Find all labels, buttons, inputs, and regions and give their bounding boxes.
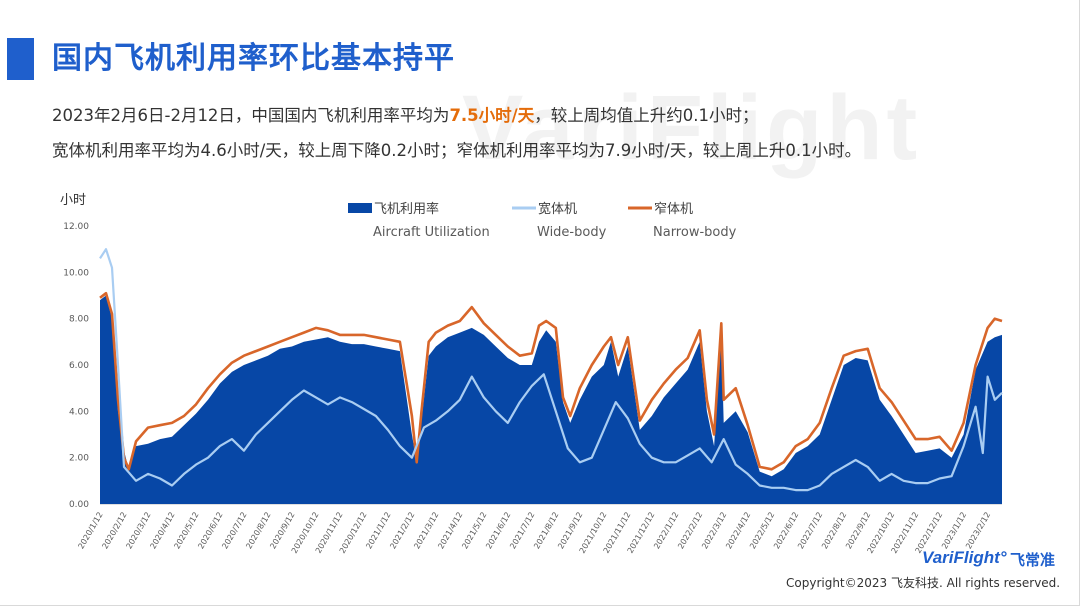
series-line-narrow-body [99, 291, 1003, 471]
summary-highlight: 7.5小时/天 [449, 106, 535, 125]
feichangzhun-logo: 飞常准 [1010, 551, 1056, 569]
variflight-logo: VariFlight° [922, 548, 1007, 567]
legend-label: 飞机利用率 [374, 201, 439, 217]
y-tick-label: 12.00 [63, 222, 89, 232]
chart-series [99, 248, 1003, 504]
summary-line-1-before: 2023年2月6日-2月12日，中国国内飞机利用率平均为 [52, 106, 450, 125]
y-tick-label: 2.00 [69, 454, 89, 464]
y-tick-label: 6.00 [69, 361, 89, 371]
chart-legend: 飞机利用率 Aircraft Utilization 宽体机 Wide-body 窄体机… [348, 201, 737, 240]
y-tick-label: 10.00 [63, 268, 89, 278]
x-tick-label: 2023/2/12 [964, 511, 992, 551]
legend-label-en: Narrow-body [653, 225, 737, 240]
watermark-text: VariFlight [462, 77, 922, 179]
summary-line-1-after: ，较上周均值上升约0.1小时； [534, 106, 759, 125]
legend-swatch-aircraft-utilization [348, 203, 372, 213]
copyright-text: Copyright©2023 飞友科技. All rights reserved… [786, 576, 1061, 590]
summary-line-2: 宽体机利用率平均为4.6小时/天，较上周下降0.2小时；窄体机利用率平均为7.9… [52, 141, 862, 160]
summary-line-1: 2023年2月6日-2月12日，中国国内飞机利用率平均为7.5小时/天，较上周均… [52, 104, 758, 128]
title-accent-bar [7, 38, 34, 80]
y-axis-label: 小时 [60, 193, 86, 208]
y-tick-label: 8.00 [69, 315, 89, 325]
y-tick-label: 0.00 [69, 500, 89, 510]
page-title: 国内飞机利用率环比基本持平 [52, 41, 455, 76]
legend-label-en: Aircraft Utilization [373, 225, 490, 240]
y-tick-label: 4.00 [69, 407, 89, 417]
legend-label: 宽体机 [538, 201, 577, 217]
series-line-wide-body [99, 248, 1003, 492]
legend-label-en: Wide-body [537, 225, 607, 240]
legend-label: 窄体机 [654, 201, 693, 217]
